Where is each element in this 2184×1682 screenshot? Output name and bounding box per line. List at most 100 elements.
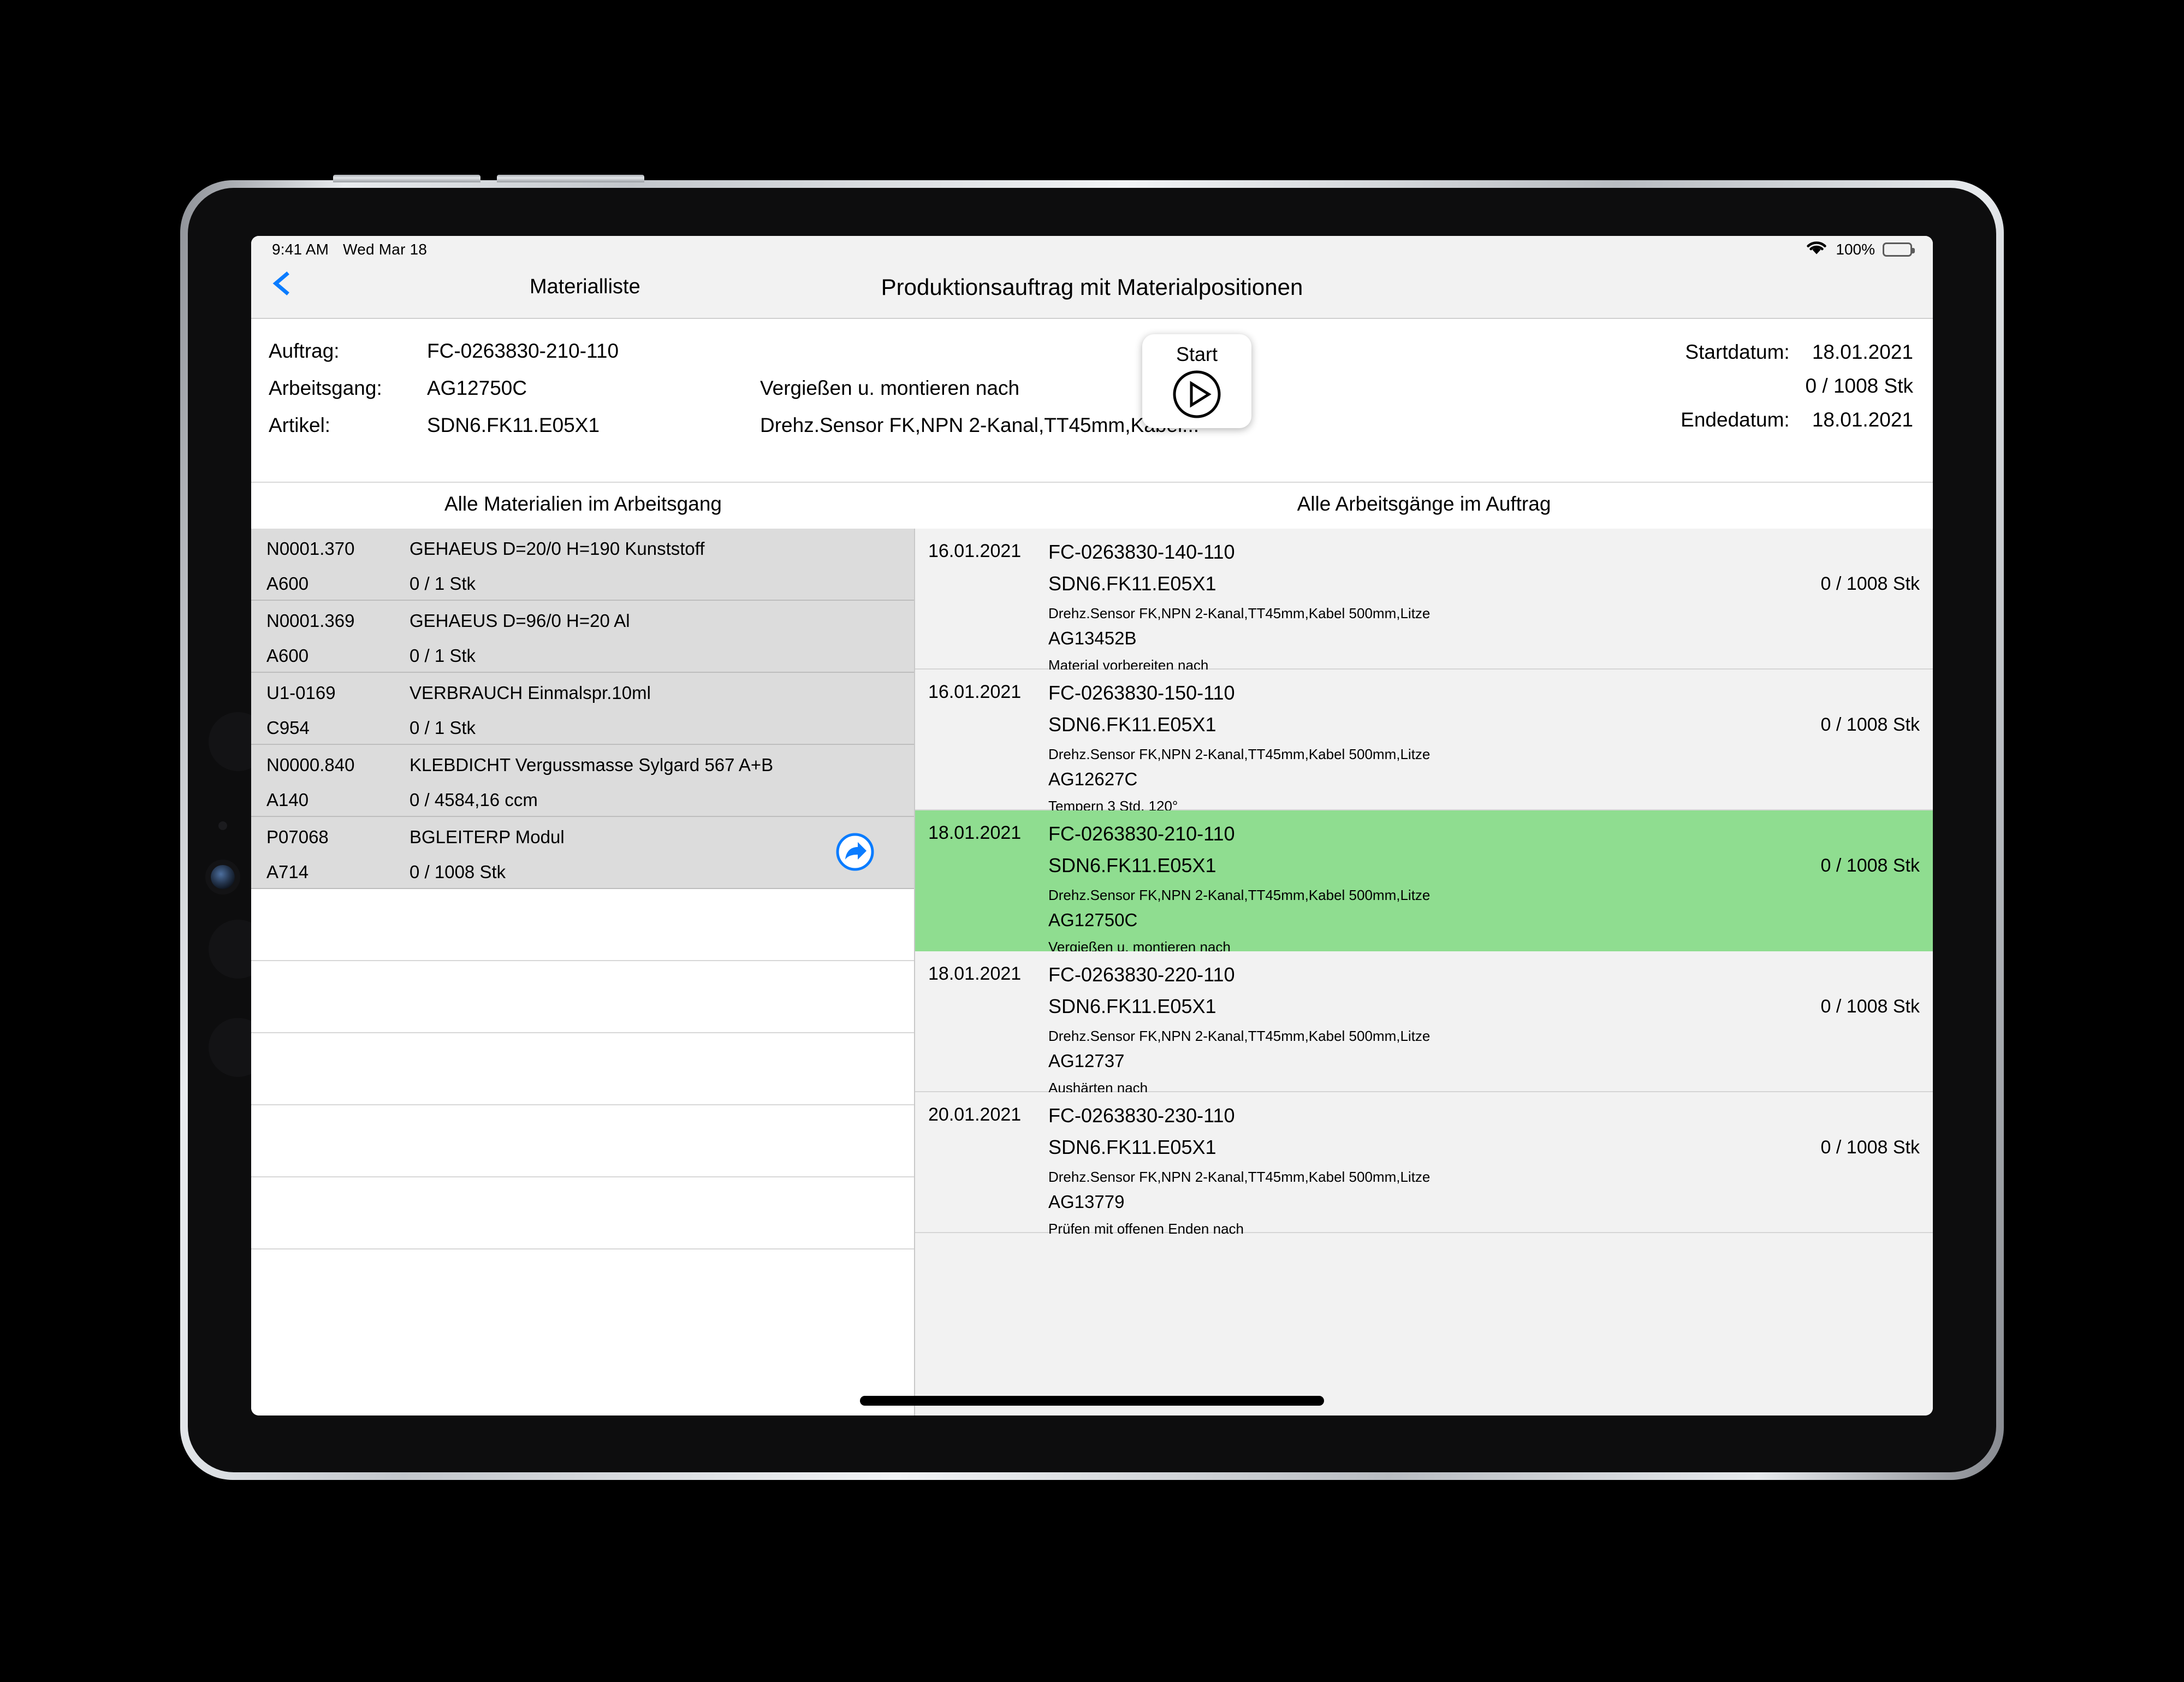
- auftrag-value: FC-0263830-210-110: [427, 340, 619, 362]
- material-qty: 0 / 4584,16 ccm: [410, 790, 538, 810]
- material-row-empty: [251, 1105, 914, 1177]
- material-store: A714: [266, 862, 309, 882]
- operation-article: SDN6.FK11.E05X1: [1048, 572, 1216, 595]
- material-row[interactable]: N0000.840 KLEBDICHT Vergussmasse Sylgard …: [251, 745, 914, 817]
- navigation-bar: Materialliste Produktionsauftrag mit Mat…: [251, 263, 1933, 319]
- operation-order: FC-0263830-220-110: [1048, 963, 1235, 986]
- arbeitsgang-desc: Vergießen u. montieren nach: [760, 377, 1020, 399]
- microphone-icon: [218, 821, 227, 830]
- material-code: N0000.840: [266, 755, 355, 775]
- operation-order: FC-0263830-210-110: [1048, 822, 1235, 845]
- quantity-row: 0 / 1008 Stk: [1681, 375, 1913, 408]
- material-code: N0001.370: [266, 538, 355, 559]
- material-store: A600: [266, 573, 309, 594]
- battery-percent-label: 100%: [1836, 241, 1875, 258]
- back-button-label[interactable]: Materialliste: [530, 275, 640, 298]
- startdatum-row: Startdatum: 18.01.2021: [1681, 341, 1913, 375]
- operations-column-header: Alle Arbeitsgänge im Auftrag: [1297, 493, 1551, 515]
- artikel-desc: Drehz.Sensor FK,NPN 2-Kanal,TT45mm,Kabel…: [760, 414, 1200, 436]
- operation-date: 18.01.2021: [928, 822, 1022, 843]
- operation-article-desc: Drehz.Sensor FK,NPN 2-Kanal,TT45mm,Kabel…: [1048, 887, 1431, 903]
- operation-ag-code: AG13452B: [1048, 628, 1137, 648]
- operation-article: SDN6.FK11.E05X1: [1048, 1136, 1216, 1158]
- materials-column-header: Alle Materialien im Arbeitsgang: [444, 493, 722, 515]
- battery-full-icon: [1883, 242, 1915, 257]
- operation-quantity: 0 / 1008 Stk: [1820, 714, 1920, 735]
- start-button-label: Start: [1176, 343, 1218, 365]
- order-info-header: Auftrag: FC-0263830-210-110 Arbeitsgang:…: [251, 319, 1933, 483]
- app-screen: 9:41 AM Wed Mar 18 100%: [251, 236, 1933, 1416]
- operation-ag-code: AG12627C: [1048, 769, 1138, 789]
- operation-article: SDN6.FK11.E05X1: [1048, 854, 1216, 876]
- status-bar: 9:41 AM Wed Mar 18 100%: [251, 236, 1933, 263]
- artikel-value: SDN6.FK11.E05X1: [427, 414, 600, 436]
- volume-down-button[interactable]: [497, 175, 644, 182]
- auftrag-label: Auftrag:: [269, 340, 340, 362]
- operation-row[interactable]: 16.01.2021 FC-0263830-140-110 SDN6.FK11.E0…: [915, 529, 1933, 673]
- endedatum-label: Endedatum:: [1681, 408, 1790, 431]
- order-info-row-artikel: Artikel: SDN6.FK11.E05X1 Drehz.Sensor FK…: [269, 414, 1199, 451]
- content-panes: N0001.370 GEHAEUS D=20/0 H=190 Kunststoff…: [251, 529, 1933, 1416]
- material-qty: 0 / 1 Stk: [410, 573, 476, 594]
- volume-up-button[interactable]: [333, 175, 480, 182]
- home-indicator[interactable]: [860, 1396, 1324, 1406]
- ipad-device: 9:41 AM Wed Mar 18 100%: [180, 175, 2004, 1480]
- operation-row[interactable]: 16.01.2021 FC-0263830-150-110 SDN6.FK11.E0…: [915, 670, 1933, 814]
- order-info-rows: Auftrag: FC-0263830-210-110 Arbeitsgang:…: [269, 340, 1199, 451]
- start-button[interactable]: Start: [1142, 334, 1251, 428]
- material-store: A600: [266, 645, 309, 666]
- play-circle-icon: [1172, 369, 1222, 422]
- material-desc: VERBRAUCH Einmalspr.10ml: [410, 683, 651, 703]
- material-desc: GEHAEUS D=20/0 H=190 Kunststoff: [410, 538, 705, 559]
- artikel-label: Artikel:: [269, 414, 331, 436]
- operation-step-text: Prüfen mit offenen Enden nach: [1048, 1221, 1244, 1237]
- materials-list[interactable]: N0001.370 GEHAEUS D=20/0 H=190 Kunststoff…: [251, 529, 915, 1416]
- operation-article: SDN6.FK11.E05X1: [1048, 713, 1216, 736]
- material-row-empty: [251, 961, 914, 1033]
- operation-quantity: 0 / 1008 Stk: [1820, 855, 1920, 876]
- material-store: A140: [266, 790, 309, 810]
- material-code: N0001.369: [266, 611, 355, 631]
- date-summary: Startdatum: 18.01.2021 0 / 1008 Stk Ende…: [1681, 341, 1913, 442]
- material-desc: GEHAEUS D=96/0 H=20 Al: [410, 611, 630, 631]
- operation-date: 16.01.2021: [928, 682, 1022, 702]
- column-headers: Alle Materialien im Arbeitsgang Alle Arb…: [251, 483, 1933, 529]
- operation-date: 16.01.2021: [928, 541, 1022, 561]
- operation-row-selected[interactable]: 18.01.2021 FC-0263830-210-110 SDN6.FK11.E0…: [915, 810, 1933, 955]
- chevron-left-icon[interactable]: [270, 271, 295, 296]
- material-row[interactable]: P07068 BGLEITERP Modul A714 0 / 1008 Stk: [251, 817, 914, 889]
- endedatum-row: Endedatum: 18.01.2021: [1681, 408, 1913, 442]
- arbeitsgang-value: AG12750C: [427, 377, 527, 399]
- operation-ag-code: AG13779: [1048, 1192, 1125, 1212]
- share-arrow-icon[interactable]: [835, 832, 875, 872]
- operation-article-desc: Drehz.Sensor FK,NPN 2-Kanal,TT45mm,Kabel…: [1048, 1028, 1431, 1044]
- operation-row[interactable]: 18.01.2021 FC-0263830-220-110 SDN6.FK11.E0…: [915, 951, 1933, 1096]
- operation-article: SDN6.FK11.E05X1: [1048, 995, 1216, 1017]
- material-desc: BGLEITERP Modul: [410, 827, 565, 847]
- operation-article-desc: Drehz.Sensor FK,NPN 2-Kanal,TT45mm,Kabel…: [1048, 746, 1431, 762]
- arbeitsgang-label: Arbeitsgang:: [269, 377, 382, 399]
- material-store: C954: [266, 718, 310, 738]
- material-desc: KLEBDICHT Vergussmasse Sylgard 567 A+B: [410, 755, 774, 775]
- header-quantity: 0 / 1008 Stk: [1805, 375, 1913, 397]
- material-row[interactable]: U1-0169 VERBRAUCH Einmalspr.10ml C954 0 / 1…: [251, 673, 914, 745]
- startdatum-value: 18.01.2021: [1812, 341, 1913, 363]
- operation-quantity: 0 / 1008 Stk: [1820, 1137, 1920, 1158]
- status-time: 9:41 AM: [272, 241, 329, 258]
- material-qty: 0 / 1 Stk: [410, 645, 476, 666]
- operation-article-desc: Drehz.Sensor FK,NPN 2-Kanal,TT45mm,Kabel…: [1048, 605, 1431, 621]
- material-row[interactable]: N0001.370 GEHAEUS D=20/0 H=190 Kunststoff…: [251, 529, 914, 601]
- page-title: Produktionsauftrag mit Materialpositione…: [881, 274, 1303, 300]
- status-date: Wed Mar 18: [343, 241, 428, 258]
- order-info-row-auftrag: Auftrag: FC-0263830-210-110: [269, 340, 1199, 377]
- operation-date: 20.01.2021: [928, 1104, 1022, 1125]
- wifi-icon: [1805, 239, 1828, 260]
- material-row-empty: [251, 889, 914, 961]
- material-row[interactable]: N0001.369 GEHAEUS D=96/0 H=20 Al A600 0 / 1…: [251, 601, 914, 673]
- endedatum-value: 18.01.2021: [1812, 408, 1913, 431]
- operation-ag-code: AG12737: [1048, 1051, 1125, 1071]
- operations-list[interactable]: 16.01.2021 FC-0263830-140-110 SDN6.FK11.E0…: [915, 529, 1933, 1416]
- operation-row[interactable]: 20.01.2021 FC-0263830-230-110 SDN6.FK11.E0…: [915, 1092, 1933, 1237]
- material-code: P07068: [266, 827, 329, 847]
- operation-order: FC-0263830-140-110: [1048, 541, 1235, 563]
